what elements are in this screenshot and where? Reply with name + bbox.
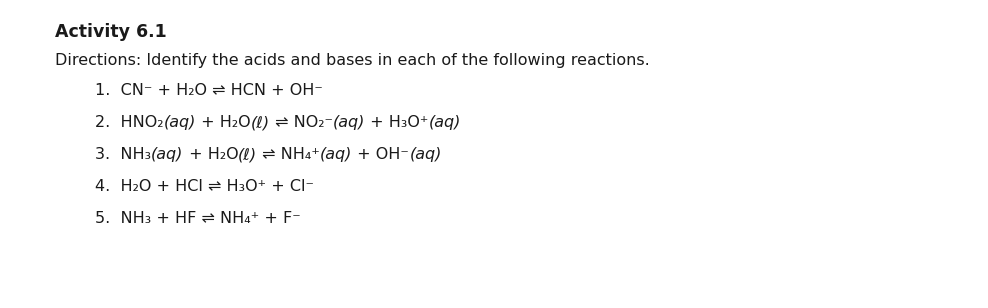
Text: 5.  NH₃ + HF ⇌ NH₄⁺ + F⁻: 5. NH₃ + HF ⇌ NH₄⁺ + F⁻ (95, 211, 300, 226)
Text: 2.  HNO₂: 2. HNO₂ (95, 115, 163, 130)
Text: Directions: Identify the acids and bases in each of the following reactions.: Directions: Identify the acids and bases… (55, 53, 650, 68)
Text: + H₃O⁺: + H₃O⁺ (365, 115, 429, 130)
Text: 1.  CN⁻ + H₂O ⇌ HCN + OH⁻: 1. CN⁻ + H₂O ⇌ HCN + OH⁻ (95, 83, 323, 98)
Text: (ℓ): (ℓ) (238, 147, 257, 162)
Text: + H₂O: + H₂O (184, 147, 238, 162)
Text: (aq): (aq) (151, 147, 184, 162)
Text: ⇌ NO₂⁻: ⇌ NO₂⁻ (270, 115, 333, 130)
Text: Activity 6.1: Activity 6.1 (55, 23, 167, 41)
Text: (aq): (aq) (163, 115, 196, 130)
Text: + H₂O: + H₂O (196, 115, 251, 130)
Text: 4.  H₂O + HCl ⇌ H₃O⁺ + Cl⁻: 4. H₂O + HCl ⇌ H₃O⁺ + Cl⁻ (95, 179, 314, 194)
Text: + OH⁻: + OH⁻ (353, 147, 409, 162)
Text: 3.  NH₃: 3. NH₃ (95, 147, 151, 162)
Text: (aq): (aq) (409, 147, 442, 162)
Text: (aq): (aq) (429, 115, 460, 130)
Text: (ℓ): (ℓ) (251, 115, 270, 130)
Text: (aq): (aq) (320, 147, 353, 162)
Text: ⇌ NH₄⁺: ⇌ NH₄⁺ (257, 147, 320, 162)
Text: (aq): (aq) (333, 115, 365, 130)
